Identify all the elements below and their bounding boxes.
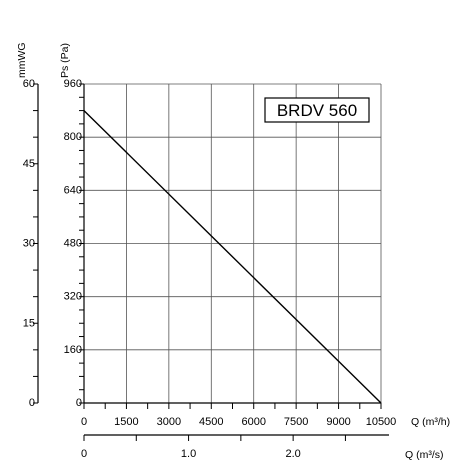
x2-axis-label: Q (m³/s) bbox=[405, 449, 444, 461]
x-axis-tick-label: 1500 bbox=[114, 416, 138, 428]
y-axis-tick-label: 640 bbox=[64, 184, 82, 196]
y-axis-tick-label: 0 bbox=[76, 397, 82, 409]
x-axis-tick-label: 4500 bbox=[199, 416, 223, 428]
fan-curve-line bbox=[83, 110, 382, 404]
y2-axis-tick-label: 60 bbox=[23, 78, 35, 90]
y-axis-label: Ps (Pa) bbox=[59, 43, 71, 78]
x-axis-label: Q (m³/h) bbox=[411, 416, 450, 428]
x-axis-tick-label: 6000 bbox=[241, 416, 265, 428]
x-axis-tick-label: 7500 bbox=[284, 416, 308, 428]
y-axis-tick-label: 960 bbox=[64, 78, 82, 90]
x2-axis-tick-label: 1.0 bbox=[181, 448, 196, 460]
y2-axis-label: mmWG bbox=[16, 42, 28, 78]
chart-title: BRDV 560 bbox=[277, 101, 357, 120]
x-axis-tick-label: 0 bbox=[81, 416, 87, 428]
series bbox=[83, 110, 382, 404]
y-axis-tick-label: 160 bbox=[64, 344, 82, 356]
y-axis-tick-label: 480 bbox=[64, 238, 82, 250]
y2-axis-tick-label: 0 bbox=[29, 397, 35, 409]
x-axis-tick-label: 9000 bbox=[326, 416, 350, 428]
y-axis-tick-label: 800 bbox=[64, 131, 82, 143]
x-axis-tick-label: 10500 bbox=[366, 416, 397, 428]
y2-axis-tick-label: 45 bbox=[23, 158, 35, 170]
x2-axis-tick-label: 0 bbox=[81, 448, 87, 460]
x-axis-tick-label: 3000 bbox=[157, 416, 181, 428]
x2-axis-tick-label: 2.0 bbox=[285, 448, 300, 460]
y-axis-tick-label: 320 bbox=[64, 291, 82, 303]
model-label-box bbox=[264, 97, 370, 123]
grid bbox=[83, 83, 382, 404]
y2-axis-tick-label: 15 bbox=[23, 317, 35, 329]
y2-axis-tick-label: 30 bbox=[23, 238, 35, 250]
